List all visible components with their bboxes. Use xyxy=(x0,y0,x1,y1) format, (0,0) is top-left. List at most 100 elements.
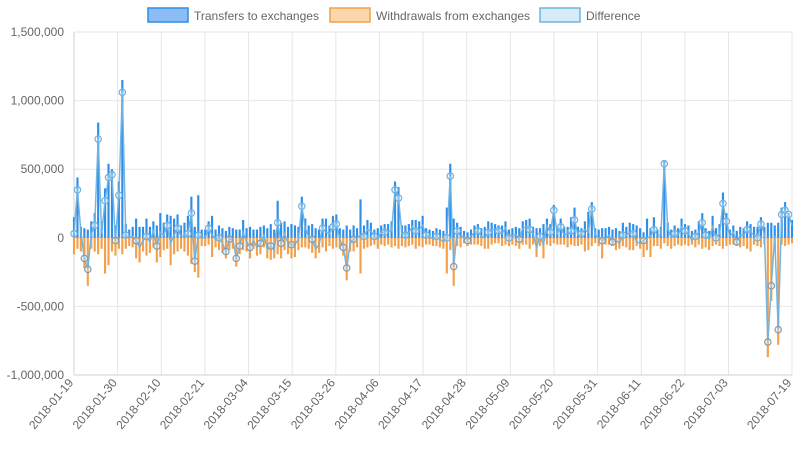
bar-transfers xyxy=(179,225,183,238)
bar-withdrawals xyxy=(183,237,186,252)
difference-point xyxy=(719,199,727,208)
difference-point xyxy=(463,236,472,245)
bar-withdrawals xyxy=(311,237,314,253)
bar-transfers xyxy=(355,228,359,238)
bar-transfers xyxy=(228,226,231,238)
bar-transfers xyxy=(204,229,207,238)
bar-transfers xyxy=(725,213,728,238)
difference-point xyxy=(115,191,123,200)
bar-transfers xyxy=(469,229,473,238)
bar-withdrawals xyxy=(652,237,655,247)
bar-withdrawals xyxy=(497,237,500,244)
x-axis: 2018-01-192018-01-302018-02-102018-02-21… xyxy=(26,376,794,432)
difference-point xyxy=(215,234,223,242)
difference-point xyxy=(225,235,234,243)
bar-withdrawals xyxy=(708,237,711,251)
bar-withdrawals xyxy=(414,237,417,249)
bar-withdrawals xyxy=(556,237,559,245)
bar-withdrawals xyxy=(545,237,548,245)
bar-withdrawals xyxy=(335,237,338,248)
bar-withdrawals xyxy=(459,237,462,248)
legend-swatch xyxy=(329,7,371,23)
bar-withdrawals xyxy=(304,237,307,248)
bar-transfers xyxy=(466,232,469,238)
legend-swatch xyxy=(539,7,581,23)
difference-point xyxy=(753,234,762,242)
difference-point xyxy=(318,224,327,232)
bar-withdrawals xyxy=(362,237,366,249)
difference-point xyxy=(681,227,689,235)
bar-withdrawals xyxy=(90,237,93,249)
bar-transfers xyxy=(690,230,693,238)
x-tick-label: 2018-07-19 xyxy=(744,376,794,432)
bar-transfers xyxy=(714,228,718,238)
bar-withdrawals xyxy=(552,237,555,244)
bar-withdrawals xyxy=(276,237,279,255)
difference-point xyxy=(757,220,765,228)
difference-point xyxy=(446,172,455,180)
legend-label: Withdrawals from exchanges xyxy=(376,9,530,23)
legend[interactable]: Transfers to exchanges Withdrawals from e… xyxy=(147,7,641,23)
bar-transfers xyxy=(518,228,521,238)
bar-transfers xyxy=(649,228,652,238)
bar-withdrawals xyxy=(179,237,183,249)
bar-transfers xyxy=(563,226,566,238)
difference-point xyxy=(80,254,89,263)
difference-point xyxy=(722,217,731,226)
bar-withdrawals xyxy=(670,237,673,249)
difference-point xyxy=(204,224,213,232)
bar-transfers xyxy=(342,229,345,238)
bar-transfers xyxy=(511,228,514,238)
bar-transfers xyxy=(186,215,189,238)
bar-transfers xyxy=(639,228,642,238)
bar-withdrawals xyxy=(504,237,507,245)
bar-withdrawals xyxy=(169,237,172,266)
bar-withdrawals xyxy=(721,237,725,249)
bar-withdrawals xyxy=(480,237,483,247)
bar-withdrawals xyxy=(117,237,120,249)
difference-point xyxy=(111,236,120,245)
bar-withdrawals xyxy=(383,237,386,247)
bar-transfers xyxy=(110,169,114,238)
legend-item-2[interactable]: Difference xyxy=(539,7,641,23)
bar-withdrawals xyxy=(656,237,659,247)
bar-withdrawals xyxy=(376,237,379,249)
difference-point xyxy=(163,221,172,230)
difference-point xyxy=(619,231,627,239)
bar-withdrawals xyxy=(211,237,214,258)
bar-transfers xyxy=(735,230,738,238)
bar-transfers xyxy=(245,228,248,238)
bar-withdrawals xyxy=(590,237,593,247)
bar-withdrawals xyxy=(235,237,238,267)
difference-point xyxy=(73,185,82,194)
bar-withdrawals xyxy=(128,237,131,247)
difference-point xyxy=(184,229,192,238)
bar-transfers xyxy=(76,177,79,238)
difference-point xyxy=(556,223,565,231)
bar-withdrawals xyxy=(583,237,586,252)
legend-item-0[interactable]: Transfers to exchanges xyxy=(147,7,319,23)
bar-transfers xyxy=(214,229,217,238)
bar-withdrawals xyxy=(528,237,531,249)
bar-withdrawals xyxy=(124,237,127,249)
bar-withdrawals xyxy=(538,237,542,247)
bar-withdrawals xyxy=(217,237,221,251)
bar-withdrawals xyxy=(649,237,652,258)
bar-withdrawals xyxy=(677,237,680,245)
difference-point xyxy=(774,325,782,334)
difference-point xyxy=(391,185,399,194)
bar-withdrawals xyxy=(621,237,624,247)
bar-transfers xyxy=(773,225,776,238)
bar-withdrawals xyxy=(307,237,310,249)
difference-point xyxy=(546,228,555,237)
legend-item-1[interactable]: Withdrawals from exchanges xyxy=(329,7,530,23)
bar-withdrawals xyxy=(242,237,245,251)
difference-point xyxy=(380,228,389,237)
difference-point xyxy=(732,238,741,246)
bar-transfers xyxy=(138,226,141,238)
bar-withdrawals xyxy=(72,237,76,255)
difference-point xyxy=(187,209,196,217)
bar-transfers xyxy=(362,225,366,238)
bar-withdrawals xyxy=(404,237,407,248)
bar-withdrawals xyxy=(214,237,217,248)
